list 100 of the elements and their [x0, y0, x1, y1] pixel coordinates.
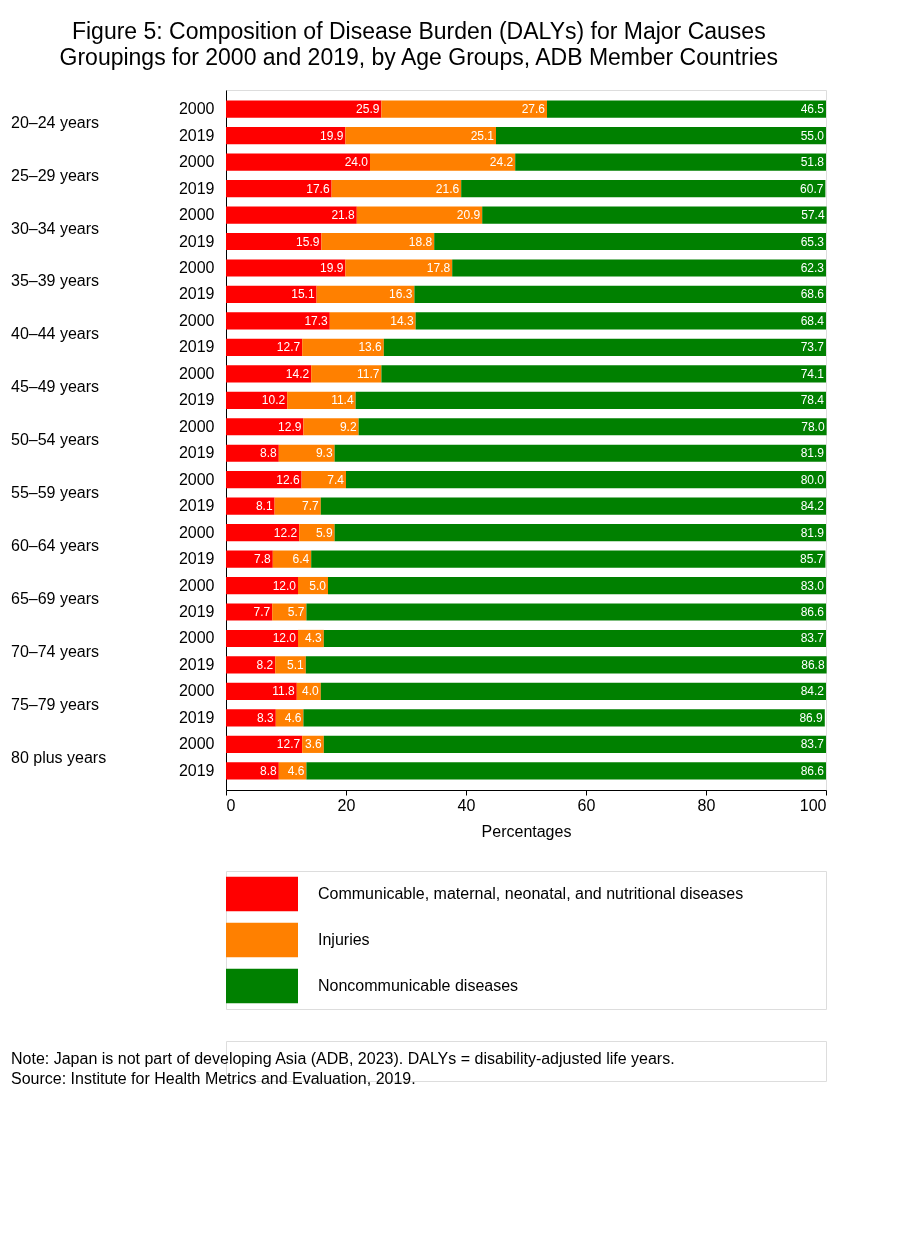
- data-label: 27.6: [521, 102, 546, 117]
- data-label: 83.7: [800, 631, 825, 646]
- y-tick-label: 2000: [178, 682, 215, 700]
- data-label: 25.9: [356, 102, 380, 117]
- data-label: 5.7: [287, 605, 305, 620]
- y-tick-label: 2000: [178, 576, 215, 594]
- data-label: 13.6: [358, 340, 383, 355]
- data-label: 18.8: [408, 234, 433, 249]
- data-label: 19.9: [320, 260, 344, 275]
- data-label: 83.0: [800, 578, 825, 593]
- data-label: 20.9: [456, 208, 481, 223]
- y-tick-label: 2019: [178, 761, 215, 779]
- data-label: 78.0: [801, 419, 825, 434]
- text: 80 plus years: [11, 748, 107, 766]
- data-label: 62.3: [800, 260, 825, 275]
- data-label: 12.0: [272, 578, 297, 593]
- y-tick-label: 2019: [178, 179, 215, 197]
- text: 40–44 years: [11, 325, 100, 343]
- data-label: 78.4: [800, 393, 825, 408]
- data-label: 57.4: [801, 208, 825, 223]
- x-tick-label: 0: [226, 796, 236, 814]
- y-tick-label: 2019: [178, 285, 215, 303]
- y-tick-label: 2000: [178, 417, 215, 435]
- data-label: 73.7: [800, 340, 825, 355]
- data-label: 17.6: [306, 181, 330, 196]
- y-tick-label: 2019: [178, 126, 215, 144]
- y-tick-label: 2019: [178, 232, 215, 250]
- data-label: 16.3: [389, 287, 413, 302]
- data-label: 84.2: [800, 499, 825, 514]
- data-label: 11.4: [331, 393, 354, 408]
- data-label: 85.7: [800, 552, 824, 567]
- y-tick-label: 2000: [178, 311, 215, 329]
- data-label: 21.6: [435, 181, 460, 196]
- data-label: 81.9: [800, 525, 825, 540]
- data-label: 11.7: [356, 366, 380, 381]
- data-label: 5.1: [287, 657, 305, 672]
- text: 20–24 years: [11, 113, 100, 131]
- data-label: 15.1: [291, 287, 315, 302]
- data-label: 12.9: [278, 419, 302, 434]
- text: 25–29 years: [11, 166, 100, 184]
- data-label: 7.8: [254, 552, 272, 567]
- text: 65–69 years: [11, 590, 100, 608]
- data-label: 10.2: [261, 393, 286, 408]
- data-label: 7.7: [302, 499, 320, 514]
- data-label: 4.3: [305, 631, 323, 646]
- data-label: 4.6: [287, 763, 305, 778]
- data-label: 7.7: [253, 605, 271, 620]
- data-label: 4.6: [284, 710, 302, 725]
- x-tick-label: 100: [799, 796, 827, 814]
- y-tick-label: 2019: [178, 708, 215, 726]
- y-tick-label: 2019: [178, 497, 215, 515]
- data-label: 60.7: [800, 181, 824, 196]
- data-label: 86.9: [799, 710, 824, 725]
- data-label: 14.2: [285, 366, 310, 381]
- data-label: 81.9: [800, 446, 825, 461]
- data-label: 3.6: [305, 737, 323, 752]
- x-axis-title: Percentages: [481, 822, 572, 840]
- text: 70–74 years: [11, 642, 100, 660]
- text: 35–39 years: [11, 272, 100, 290]
- y-tick-label: 2000: [178, 258, 215, 276]
- data-label: 8.8: [260, 446, 278, 461]
- data-label: 12.2: [273, 525, 298, 540]
- source-note: Source: Institute for Health Metrics and Evaluation, 2019.: [11, 1070, 416, 1087]
- y-tick-label: 2000: [178, 364, 215, 382]
- y-tick-label: 2019: [178, 550, 215, 568]
- text: 45–49 years: [11, 378, 100, 396]
- data-label: 80.0: [800, 472, 825, 487]
- data-label: 15.9: [296, 234, 320, 249]
- y-tick-label: 2000: [178, 629, 215, 647]
- x-tick-label: 80: [697, 796, 716, 814]
- legend-label: Communicable, maternal, neonatal, and nutritional diseases: [318, 885, 744, 902]
- data-label: 8.1: [255, 499, 273, 514]
- data-label: 4.0: [302, 684, 320, 699]
- y-tick-label: 2000: [178, 153, 215, 171]
- y-tick-label: 2019: [178, 338, 215, 356]
- y-tick-label: 2019: [178, 603, 215, 621]
- data-label: 51.8: [800, 155, 825, 170]
- data-label: 84.2: [800, 684, 825, 699]
- data-label: 25.1: [470, 128, 495, 143]
- chart-title: Figure 5: Composition of Disease Burden (DALYs) for Major Causes Groupings for 2000 and 2019, by Age Groups, ADB Member Countries: [59, 17, 779, 70]
- data-label: 21.8: [331, 208, 356, 223]
- y-tick-label: 2000: [178, 470, 215, 488]
- data-label: 14.3: [390, 313, 414, 328]
- data-label: 9.2: [339, 419, 357, 434]
- y-tick-label: 2000: [178, 206, 215, 224]
- text: 75–79 years: [11, 695, 100, 713]
- data-label: 46.5: [800, 102, 825, 117]
- data-label: 8.3: [257, 710, 275, 725]
- y-tick-label: 2000: [178, 523, 215, 541]
- x-tick-label: 40: [457, 796, 476, 814]
- legend-label: Injuries: [318, 931, 370, 948]
- y-tick-label: 2000: [178, 735, 215, 753]
- y-tick-label: 2019: [178, 655, 215, 673]
- data-label: 19.9: [320, 128, 344, 143]
- legend-label: Noncommunicable diseases: [318, 977, 519, 994]
- data-label: 24.2: [489, 155, 514, 170]
- y-tick-label: 2019: [178, 444, 215, 462]
- data-label: 17.8: [426, 260, 451, 275]
- x-tick-label: 60: [577, 796, 596, 814]
- data-label: 86.8: [801, 657, 825, 672]
